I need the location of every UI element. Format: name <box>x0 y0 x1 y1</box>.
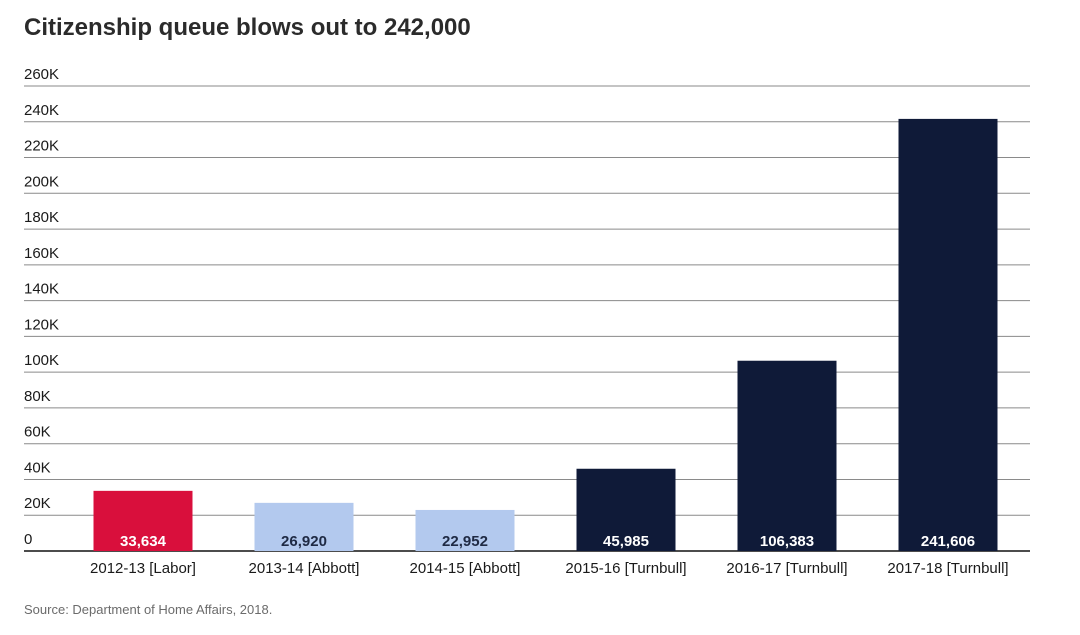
bar-value-label: 241,606 <box>921 533 975 550</box>
y-tick-label: 200K <box>24 173 59 190</box>
y-tick-label: 260K <box>24 66 59 83</box>
bar <box>415 509 515 551</box>
y-axis-ticks: 0 20K 40K 60K 80K 100K 120K 140K 160K 180K 200K 220… <box>24 66 59 548</box>
x-axis-categories: 2012-13 [Labor] 2013-14 [Abbott] 2014-15 [… <box>90 560 1009 577</box>
bar-value-label: 22,952 <box>442 533 488 550</box>
y-tick-label: 120K <box>24 316 59 333</box>
x-category-label: 2017-18 [Turnbull] <box>887 560 1008 577</box>
y-tick-label: 140K <box>24 281 59 298</box>
bar-value-label: 45,985 <box>603 533 649 550</box>
bar-value-label: 106,383 <box>760 533 814 550</box>
x-category-label: 2012-13 [Labor] <box>90 560 196 577</box>
y-tick-label: 180K <box>24 209 59 226</box>
y-tick-label: 60K <box>24 424 51 441</box>
bar <box>737 360 837 551</box>
y-tick-label: 0 <box>24 531 32 548</box>
x-category-label: 2013-14 [Abbott] <box>249 560 360 577</box>
bar <box>254 502 354 551</box>
y-tick-label: 20K <box>24 495 51 512</box>
chart-title: Citizenship queue blows out to 242,000 <box>24 14 471 41</box>
y-tick-label: 220K <box>24 138 59 155</box>
gridlines <box>24 85 1030 552</box>
y-tick-label: 160K <box>24 245 59 262</box>
bar-value-label: 26,920 <box>281 533 327 550</box>
bar <box>898 118 998 551</box>
y-tick-label: 40K <box>24 459 51 476</box>
x-category-label: 2016-17 [Turnbull] <box>726 560 847 577</box>
y-tick-label: 240K <box>24 102 59 119</box>
y-tick-label: 100K <box>24 352 59 369</box>
source-note: Source: Department of Home Affairs, 2018… <box>24 602 273 617</box>
bar-value-label: 33,634 <box>120 533 167 550</box>
bars <box>93 118 998 551</box>
bar <box>576 468 676 551</box>
y-tick-label: 80K <box>24 388 51 405</box>
x-category-label: 2014-15 [Abbott] <box>410 560 521 577</box>
x-category-label: 2015-16 [Turnbull] <box>565 560 686 577</box>
bar-value-labels: 33,634 26,920 22,952 45,985 106,383 241,606 <box>120 533 975 550</box>
bar <box>93 490 193 551</box>
